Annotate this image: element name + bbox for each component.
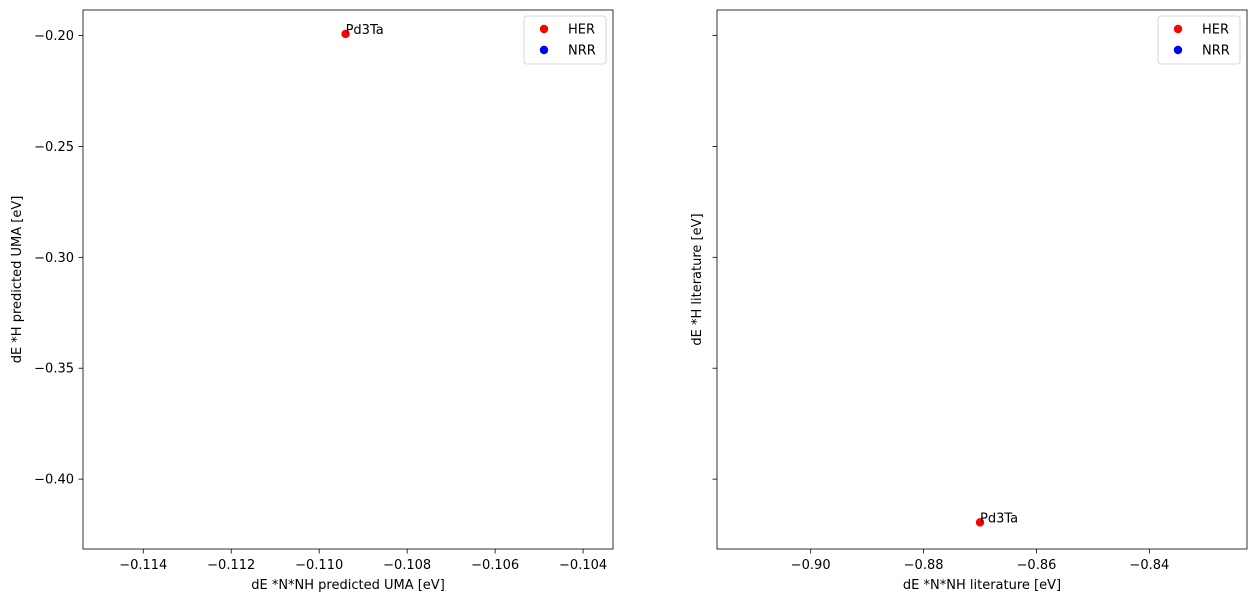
legend: HER NRR bbox=[523, 15, 607, 65]
legend-label-nrr: NRR bbox=[1202, 44, 1230, 59]
point-label: Pd3Ta bbox=[980, 511, 1018, 526]
x-tick-label: −0.108 bbox=[383, 558, 431, 573]
y-tick-label: −0.25 bbox=[34, 140, 74, 155]
legend-label-her: HER bbox=[1202, 23, 1229, 38]
x-tick-label: −0.110 bbox=[295, 558, 343, 573]
x-tick-label: −0.90 bbox=[791, 558, 831, 573]
x-tick-label: −0.112 bbox=[207, 558, 255, 573]
x-tick-label: −0.114 bbox=[119, 558, 167, 573]
legend-marker-nrr bbox=[1173, 45, 1183, 55]
point-label: Pd3Ta bbox=[346, 23, 384, 38]
x-axis-label: dE *N*NH predicted UMA [eV] bbox=[251, 578, 445, 593]
legend-marker-her bbox=[1173, 24, 1183, 34]
data-point-her bbox=[975, 518, 985, 527]
legend-marker-nrr bbox=[539, 45, 549, 55]
y-tick-label: −0.30 bbox=[34, 251, 74, 266]
y-axis-label: dE *H predicted UMA [eV] bbox=[10, 196, 25, 364]
y-tick-label: −0.35 bbox=[34, 362, 74, 377]
legend: HER NRR bbox=[1157, 15, 1241, 65]
y-tick-label: −0.20 bbox=[34, 29, 74, 44]
legend-label-nrr: NRR bbox=[568, 44, 596, 59]
y-tick-label: −0.40 bbox=[34, 473, 74, 488]
x-tick-label: −0.84 bbox=[1129, 558, 1169, 573]
data-point-her bbox=[341, 29, 350, 39]
y-axis-label: dE *H literature [eV] bbox=[690, 213, 705, 345]
plot-frame bbox=[716, 9, 1248, 550]
plot-frame bbox=[82, 9, 614, 550]
x-axis-label: dE *N*NH literature [eV] bbox=[903, 578, 1061, 593]
chart-panel-1: −0.114 −0.112 −0.110 −0.108 −0.106 −0.104 −0.2… bbox=[10, 9, 614, 593]
legend-marker-her bbox=[539, 24, 549, 34]
x-tick-label: −0.106 bbox=[471, 558, 519, 573]
x-tick-label: −0.104 bbox=[559, 558, 607, 573]
x-tick-label: −0.86 bbox=[1017, 558, 1057, 573]
x-tick-label: −0.88 bbox=[904, 558, 944, 573]
legend-label-her: HER bbox=[568, 23, 595, 38]
chart-panel-2: −0.90 −0.88 −0.86 −0.84 dE *N*NH literature … bbox=[690, 9, 1248, 593]
